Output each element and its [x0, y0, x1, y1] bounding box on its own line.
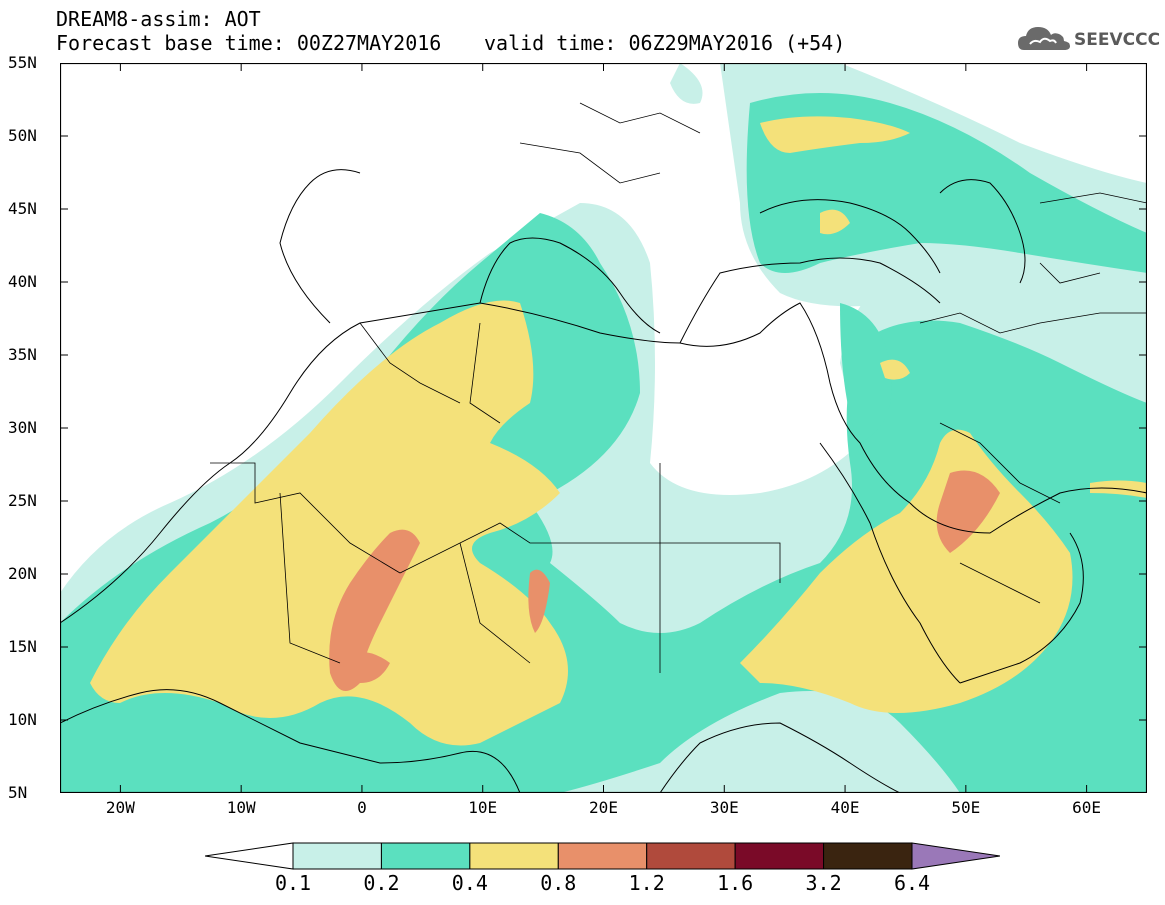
lon-label: 60E	[1072, 798, 1102, 817]
lon-label: 20W	[105, 798, 135, 817]
aot-level-0-8	[329, 470, 1000, 691]
lat-label: 20N	[8, 564, 37, 583]
lat-label: 50N	[8, 126, 37, 145]
forecast-base-time: Forecast base time: 00Z27MAY2016	[56, 31, 442, 55]
coastlines	[60, 169, 1147, 793]
colorbar-label: 6.4	[893, 871, 931, 895]
colorbar	[205, 842, 1000, 870]
aot-map	[60, 63, 1147, 793]
colorbar-swatch	[469, 842, 559, 870]
lat-label: 55N	[8, 53, 37, 72]
lat-label: 25N	[8, 491, 37, 510]
valid-time: valid time: 06Z29MAY2016 (+54)	[484, 31, 846, 55]
lat-label: 10N	[8, 710, 37, 729]
lon-label: 10W	[226, 798, 256, 817]
aot-fields	[60, 63, 1147, 793]
lon-label: 40E	[830, 798, 860, 817]
colorbar-swatch	[823, 842, 913, 870]
seevccc-logo: SEEVCCC	[1016, 22, 1160, 58]
colorbar-label: 0.8	[540, 871, 577, 895]
lat-label: 30N	[8, 418, 37, 437]
lon-label: 0	[357, 798, 367, 817]
colorbar-label: 0.4	[451, 871, 488, 895]
lat-label: 45N	[8, 199, 37, 218]
colorbar-label: 3.2	[805, 871, 842, 895]
lat-label: 35N	[8, 345, 37, 364]
map-title: DREAM8-assim: AOT	[56, 7, 261, 31]
lon-label: 20E	[589, 798, 618, 817]
lat-label: 15N	[8, 637, 37, 656]
colorbar-label: 1.2	[628, 871, 665, 895]
axis-ticks	[60, 63, 1147, 793]
lon-label: 10E	[468, 798, 498, 817]
colorbar-swatch	[734, 842, 825, 870]
cloud-icon	[1018, 27, 1070, 50]
colorbar-label: 0.2	[363, 871, 400, 895]
lon-label: 50E	[951, 798, 981, 817]
country-borders	[210, 102, 1147, 673]
logo-text: SEEVCCC	[1074, 30, 1161, 50]
colorbar-swatch	[380, 842, 471, 870]
colorbar-label: 1.6	[717, 871, 754, 895]
lat-label: 40N	[8, 272, 37, 291]
colorbar-swatch	[292, 842, 382, 870]
colorbar-swatch	[557, 842, 648, 870]
colorbar-label: 0.1	[274, 871, 312, 895]
lat-label: 5N	[8, 783, 28, 802]
colorbar-extend-low	[205, 842, 294, 870]
colorbar-extend-high	[911, 842, 1000, 870]
colorbar-swatch	[646, 842, 736, 870]
lon-label: 30E	[709, 798, 739, 817]
